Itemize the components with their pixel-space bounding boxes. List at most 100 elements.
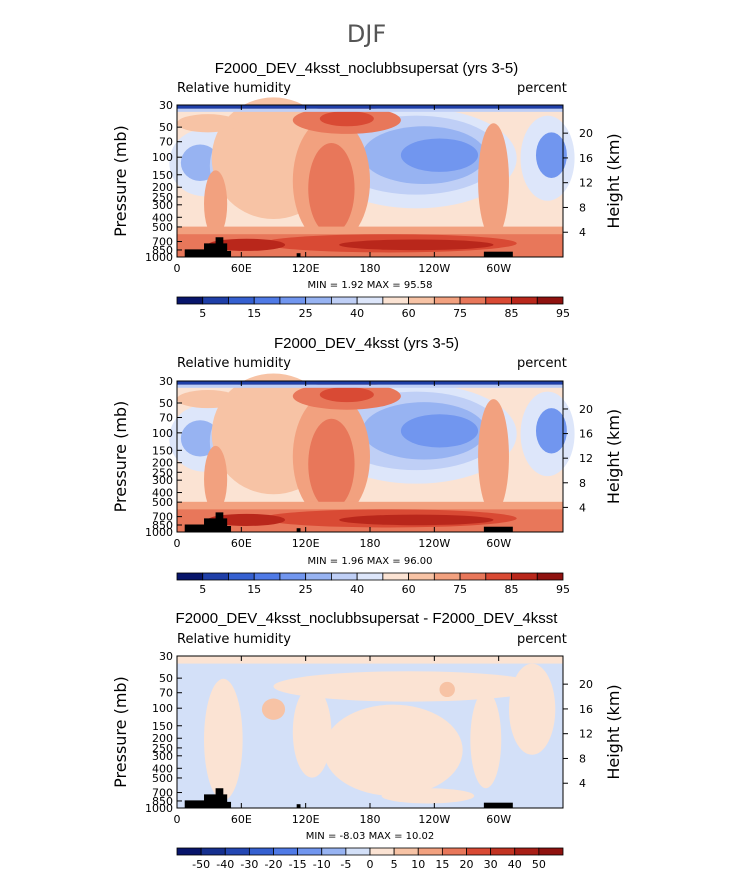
colorbar-label: 10 [411,858,425,871]
colorbar-label: -50 [192,858,210,871]
x-tick-label: 180 [360,537,381,550]
x-tick-label: 60W [486,813,511,826]
y-tick-label: 500 [152,221,173,234]
moist-region [204,445,228,513]
y-tick-label: 500 [152,496,173,509]
y-right-tick-label: 8 [579,201,586,214]
colorbar-label: 95 [556,307,570,320]
colorbar-segment [345,847,371,856]
y-tick-label: 150 [152,444,173,457]
colorbar-label: 15 [247,583,261,596]
colorbar-label: -30 [240,858,258,871]
y-axis-label-right: Height (km) [604,409,623,504]
y-right-tick-label: 8 [579,477,586,490]
panel-3-left-label: Relative humidity [177,632,291,647]
y-tick-label: 100 [152,427,173,440]
x-tick-label: 0 [174,813,181,826]
colorbar-label: 85 [505,307,519,320]
increase-region [439,681,455,698]
colorbar-label: 95 [556,583,570,596]
colorbar-segment [369,847,395,856]
y-tick-label: 300 [152,199,173,212]
x-tick-label: 180 [360,262,381,275]
y-right-tick-label: 20 [579,678,593,691]
y-right-tick-label: 12 [579,452,593,465]
increase-region [273,671,544,702]
y-axis-label: Pressure (mb) [111,125,130,237]
y-tick-label: 850 [152,519,173,532]
y-axis-label-right: Height (km) [604,684,623,779]
colorbar-label: 75 [453,583,467,596]
topography [296,253,301,257]
panel-3-right-label: percent [517,632,567,647]
y-tick-label: 30 [159,99,173,112]
y-right-tick-label: 20 [579,127,593,140]
panel-3-title: F2000_DEV_4ksst_noclubbsupersat - F2000_… [175,610,558,627]
colorbar-label: 40 [350,583,364,596]
field-layer [177,656,563,808]
colorbar-label: 50 [532,858,546,871]
panel-2-title: F2000_DEV_4ksst (yrs 3-5) [273,335,460,352]
dry-region [180,144,220,181]
colorbar-segment [273,847,299,856]
colorbar-segment [538,847,564,856]
colorbar-label: 20 [460,858,474,871]
colorbar-segment [176,847,202,856]
y-right-tick-label: 16 [579,428,593,441]
y-tick-label: 30 [159,650,173,663]
dry-region [535,132,567,178]
y-tick-label: 200 [152,181,173,194]
colorbar-segment [536,296,564,305]
moist-region [177,390,239,409]
y-tick-label: 300 [152,474,173,487]
panel-1-minmax: MIN = 1.92 MAX = 95.58 [307,280,433,291]
colorbar-label: 60 [402,583,416,596]
x-tick-label: 60E [231,537,252,550]
colorbar-label: 85 [505,583,519,596]
colorbar-segment [297,847,323,856]
y-axis-label: Pressure (mb) [111,676,130,788]
boundary-layer [339,514,494,526]
y-tick-label: 30 [159,375,173,388]
increase-region [323,704,463,796]
moist-region [478,123,509,239]
x-tick-label: 180 [360,813,381,826]
y-tick-label: 1000 [145,526,173,539]
colorbar-label: -10 [313,858,331,871]
topography [296,528,301,532]
panel-1-left-label: Relative humidity [177,81,291,96]
y-right-tick-label: 16 [579,152,593,165]
increase-region [292,686,332,778]
colorbar-segment [200,847,226,856]
y-tick-label: 150 [152,169,173,182]
y-tick-label: 50 [159,397,173,410]
panel-2-right-label: percent [517,356,567,371]
y-tick-label: 150 [152,720,173,733]
y-tick-label: 50 [159,121,173,134]
topography [184,512,232,532]
topography [296,804,301,808]
colorbar-segment [536,572,564,581]
colorbar-label: 60 [402,307,416,320]
colorbar-label: 0 [367,858,374,871]
field-layer [169,97,575,257]
increase-region [508,663,556,755]
topography [184,788,232,808]
y-tick-label: 1000 [145,802,173,815]
colorbar-segment [441,847,467,856]
y-right-tick-label: 12 [579,728,593,741]
y-tick-label: 100 [152,702,173,715]
colorbar-label: 5 [391,858,398,871]
dry-region [400,138,479,172]
y-tick-label: 1000 [145,251,173,264]
boundary-layer [207,238,286,251]
stratosphere-band [177,384,563,388]
x-tick-label: 60E [231,813,252,826]
y-tick-label: 70 [159,411,173,424]
dry-region [400,414,479,448]
y-tick-label: 500 [152,772,173,785]
